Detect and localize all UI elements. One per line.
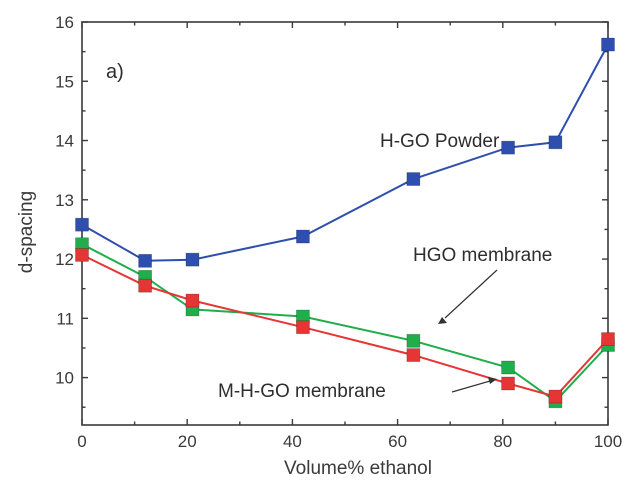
series-m-hgo-membrane	[75, 248, 615, 404]
arrow-hgo-membrane	[444, 269, 498, 319]
annotations: a) H-GO Powder HGO membrane M-H-GO membr…	[106, 61, 552, 402]
x-tick-label: 100	[594, 432, 622, 451]
x-axis-label: Volume% ethanol	[284, 458, 432, 479]
y-tick-label: 16	[55, 13, 74, 32]
x-tick-label: 60	[388, 432, 407, 451]
y-axis-label: d-spacing	[16, 191, 37, 273]
data-point-hgo-powder	[185, 252, 200, 267]
data-point-m-hgo-membrane	[501, 376, 515, 391]
data-point-m-hgo-membrane	[601, 332, 615, 346]
series-line-hgo-powder	[81, 44, 609, 262]
data-point-hgo-powder	[406, 172, 421, 186]
x-tick-label: 0	[77, 432, 86, 451]
x-tick-label: 40	[283, 432, 302, 451]
arrowhead-hgo-membrane	[438, 317, 447, 324]
data-point-hgo-membrane	[501, 360, 515, 375]
data-point-m-hgo-membrane	[296, 320, 310, 335]
data-point-hgo-membrane	[406, 333, 421, 348]
data-point-m-hgo-membrane	[406, 348, 421, 362]
data-point-hgo-powder	[601, 37, 615, 52]
annotation-hgo-membrane: HGO membrane	[413, 245, 552, 266]
series-line-m-hgo-membrane	[81, 254, 609, 398]
plot-frame	[81, 21, 609, 426]
y-tick-label: 11	[56, 309, 74, 328]
y-tick-label: 13	[55, 191, 74, 210]
panel-label: a)	[106, 61, 124, 83]
series	[75, 37, 615, 409]
data-point-hgo-powder	[296, 229, 310, 244]
arrow-m-hgo-membrane	[451, 380, 491, 393]
data-point-hgo-powder	[548, 135, 563, 150]
axes	[81, 21, 609, 426]
y-tick-label: 15	[55, 72, 74, 91]
data-point-hgo-powder	[75, 217, 89, 232]
data-point-m-hgo-membrane	[185, 293, 200, 308]
arrowhead-m-hgo-membrane	[488, 377, 497, 384]
data-point-m-hgo-membrane	[138, 278, 153, 293]
y-tick-label: 12	[55, 250, 74, 269]
x-tick-label: 20	[178, 432, 197, 451]
data-point-m-hgo-membrane	[548, 389, 563, 404]
data-point-m-hgo-membrane	[75, 248, 89, 262]
annotation-m-hgo-membrane: M-H-GO membrane	[218, 381, 386, 402]
series-line-hgo-membrane	[81, 243, 609, 403]
annotation-hgo-powder: H-GO Powder	[380, 131, 500, 152]
x-tick-label: 80	[493, 432, 512, 451]
data-point-hgo-powder	[138, 253, 153, 268]
data-point-hgo-powder	[501, 140, 515, 155]
y-tick-label: 10	[55, 369, 74, 388]
ticks: 0 20 40 60 80 100 10 11 12 13 14 15 16	[55, 13, 622, 451]
series-hgo-powder	[75, 37, 615, 268]
y-tick-label: 14	[55, 132, 74, 151]
